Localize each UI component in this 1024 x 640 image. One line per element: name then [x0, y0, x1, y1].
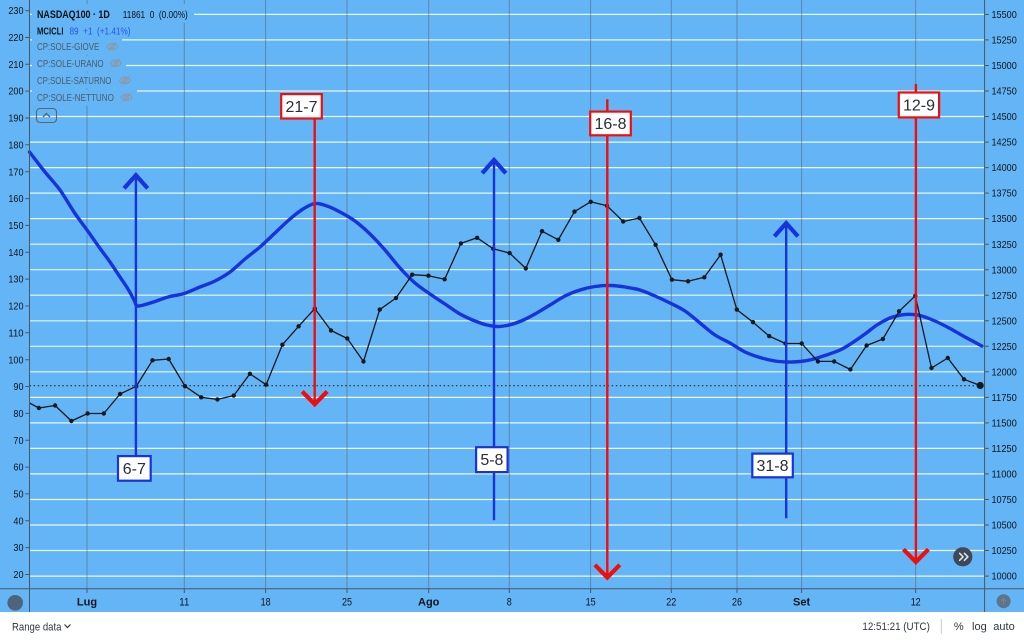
svg-text:150: 150 [8, 220, 23, 232]
svg-text:31-8: 31-8 [756, 458, 788, 475]
svg-text:8: 8 [507, 597, 512, 609]
svg-text:11: 11 [179, 597, 189, 609]
svg-text:auto: auto [993, 621, 1014, 633]
svg-text:NASDAQ100 · 1D: NASDAQ100 · 1D [37, 9, 110, 21]
svg-text:Set: Set [793, 597, 810, 609]
svg-text:110: 110 [8, 327, 23, 339]
svg-text:15000: 15000 [992, 60, 1017, 72]
svg-text:21-7: 21-7 [285, 99, 317, 116]
svg-text:100: 100 [8, 354, 23, 366]
svg-text:15500: 15500 [992, 9, 1017, 21]
svg-text:90: 90 [13, 381, 23, 393]
svg-text:Ago: Ago [418, 597, 440, 609]
svg-text:15: 15 [586, 597, 596, 609]
svg-text:40: 40 [13, 515, 23, 527]
svg-text:12750: 12750 [992, 290, 1017, 302]
svg-text:14500: 14500 [992, 111, 1017, 123]
svg-text:30: 30 [13, 542, 23, 554]
svg-text:60: 60 [13, 462, 23, 474]
svg-text:170: 170 [8, 166, 23, 178]
svg-text:15250: 15250 [992, 35, 1017, 47]
svg-text:13500: 13500 [992, 213, 1017, 225]
svg-text:11750: 11750 [992, 392, 1017, 404]
svg-text:70: 70 [13, 435, 23, 447]
svg-text:18: 18 [261, 597, 271, 609]
svg-text:10000: 10000 [992, 571, 1017, 583]
svg-text:210: 210 [8, 59, 23, 71]
svg-text:11000: 11000 [992, 469, 1017, 481]
svg-text:50: 50 [13, 489, 23, 501]
svg-text:200: 200 [8, 86, 23, 98]
svg-text:CP:SOLE-GIOVE: CP:SOLE-GIOVE [37, 41, 99, 53]
svg-text:220: 220 [8, 32, 23, 44]
svg-text:130: 130 [8, 274, 23, 286]
svg-text:12500: 12500 [992, 315, 1017, 327]
svg-text:190: 190 [8, 113, 23, 125]
svg-text:140: 140 [8, 247, 23, 259]
svg-text:12250: 12250 [992, 341, 1017, 353]
svg-text:10750: 10750 [992, 494, 1017, 506]
svg-text:120: 120 [8, 301, 23, 313]
svg-text:230: 230 [8, 5, 23, 17]
svg-text:Lug: Lug [77, 597, 97, 609]
svg-text:25: 25 [342, 597, 352, 609]
svg-text:CP:SOLE-SATURNO: CP:SOLE-SATURNO [37, 75, 111, 87]
svg-text:22: 22 [666, 597, 676, 609]
svg-text:10500: 10500 [992, 520, 1017, 532]
svg-text:160: 160 [8, 193, 23, 205]
svg-text:12000: 12000 [992, 366, 1017, 378]
svg-text:11861 0 (0.00%): 11861 0 (0.00%) [123, 9, 188, 21]
svg-text:Range data: Range data [12, 621, 62, 633]
svg-text:14000: 14000 [992, 162, 1017, 174]
svg-text:13000: 13000 [992, 264, 1017, 276]
svg-text:log: log [972, 621, 987, 633]
svg-text:180: 180 [8, 139, 23, 151]
svg-text:14750: 14750 [992, 86, 1017, 98]
svg-text:20: 20 [13, 569, 23, 581]
svg-text:6-7: 6-7 [123, 461, 146, 478]
svg-text:14250: 14250 [992, 137, 1017, 149]
svg-text:26: 26 [732, 597, 742, 609]
svg-text:16-8: 16-8 [594, 116, 626, 133]
svg-text:12: 12 [911, 597, 921, 609]
svg-text:5-8: 5-8 [480, 452, 503, 469]
svg-text:CP:SOLE-NETTUNO: CP:SOLE-NETTUNO [37, 92, 114, 104]
svg-text:13250: 13250 [992, 239, 1017, 251]
svg-text:%: % [954, 621, 964, 633]
svg-text:13750: 13750 [992, 188, 1017, 200]
svg-text:12:51:21 (UTC): 12:51:21 (UTC) [862, 621, 930, 633]
svg-text:80: 80 [13, 408, 23, 420]
svg-text:CP:SOLE-URANO: CP:SOLE-URANO [37, 58, 104, 70]
svg-text:11250: 11250 [992, 443, 1017, 455]
svg-text:89 +1 (+1.41%): 89 +1 (+1.41%) [70, 26, 131, 38]
svg-text:11500: 11500 [992, 418, 1017, 430]
svg-text:MCICLI: MCICLI [37, 26, 64, 38]
svg-text:10250: 10250 [992, 545, 1017, 557]
svg-text:12-9: 12-9 [903, 98, 935, 115]
